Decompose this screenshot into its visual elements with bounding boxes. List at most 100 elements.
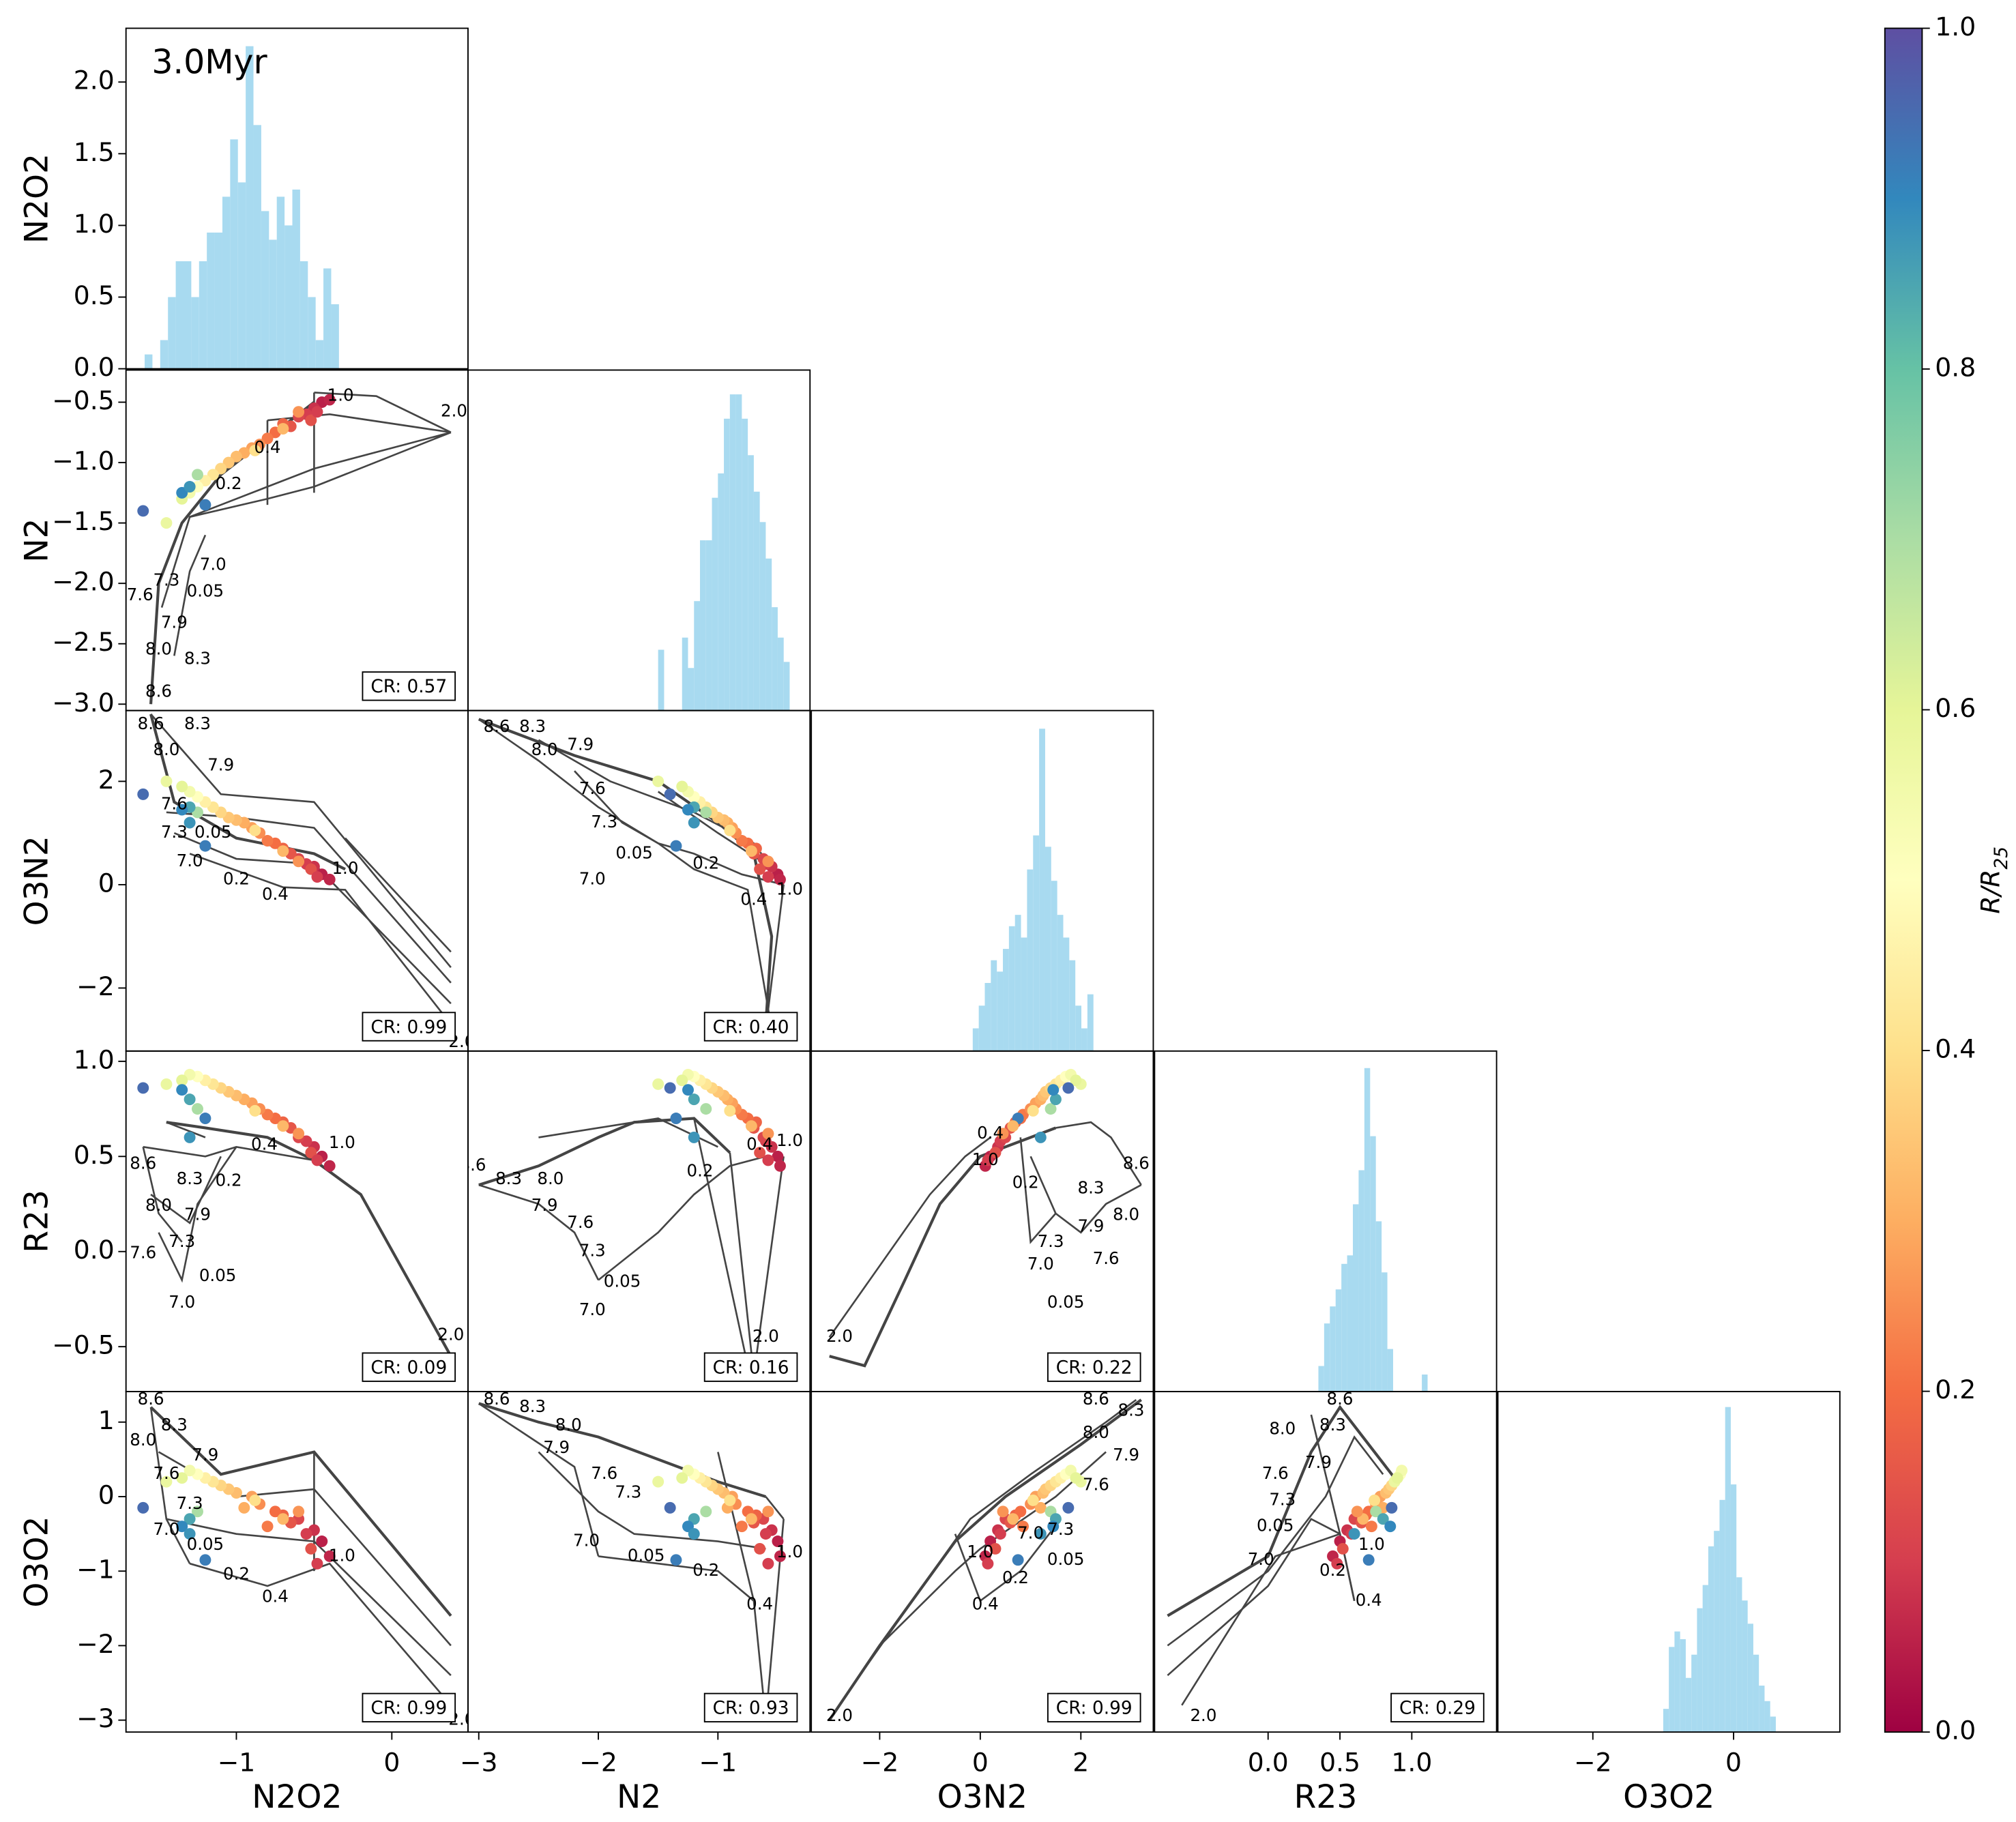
hist-bar [1027, 869, 1034, 1051]
hist-bar [1747, 1623, 1753, 1733]
model-label: 0.2 [687, 1161, 714, 1181]
cr-box [703, 1012, 798, 1042]
data-point [176, 1472, 188, 1484]
data-point [1062, 1082, 1075, 1094]
data-point [762, 1505, 774, 1518]
x-tick-label: 0.5 [1319, 1748, 1360, 1778]
hist-bar [1353, 1204, 1359, 1392]
data-point [1017, 1520, 1029, 1533]
data-point [160, 517, 173, 529]
x-axis-label: R23 [1294, 1778, 1358, 1816]
data-point [249, 1104, 261, 1117]
hist-bar [1318, 1366, 1324, 1392]
hist-bar [323, 268, 332, 369]
x-tick-label: −2 [579, 1748, 617, 1778]
histogram [1663, 1407, 1776, 1733]
model-line [158, 1146, 237, 1283]
data-point [994, 1528, 1006, 1540]
annotation: 3.0Myr [151, 43, 267, 82]
model-label: 0.05 [187, 581, 224, 601]
model-label: 8.6 [484, 716, 510, 736]
data-point [249, 1494, 261, 1506]
data-point [311, 871, 323, 883]
hist-bar [759, 522, 766, 711]
data-point [754, 1147, 766, 1159]
panel-frame [1497, 1391, 1841, 1733]
data-point [762, 1557, 774, 1570]
histogram [1318, 1068, 1428, 1392]
data-point [199, 499, 211, 511]
hist-bar [214, 232, 222, 369]
model-label: 2.0 [441, 401, 467, 421]
model-line [314, 392, 452, 434]
data-point [989, 1147, 1002, 1159]
x-tick-label: −2 [861, 1748, 899, 1778]
panel-content: 2.0 0.4 1.0 0.2 8.6 8.3 8.0 7.9 7.6 7.3 7.0 0.05 [826, 1068, 1150, 1368]
data-point [1034, 1528, 1047, 1540]
cr-label: CR: 0.09 [370, 1358, 447, 1379]
colorbar [1884, 27, 1923, 1733]
hist-bar [292, 189, 300, 369]
cr-label: CR: 0.40 [713, 1017, 789, 1038]
hist-bar [991, 960, 997, 1051]
model-label: 8.6 [1123, 1153, 1150, 1173]
data-point [670, 1113, 682, 1125]
y-axis-label: O3N2 [18, 836, 56, 926]
cr-box [703, 1692, 798, 1723]
data-point [137, 788, 149, 800]
histogram [658, 394, 790, 711]
data-point [1336, 1542, 1349, 1555]
model-label: 8.3 [184, 649, 211, 668]
model-line [598, 1555, 755, 1602]
data-point [1014, 1505, 1027, 1518]
data-point [184, 481, 196, 493]
data-point [1034, 1501, 1047, 1514]
data-point [670, 840, 682, 852]
model-label: 8.0 [145, 1195, 172, 1215]
y-axis-label: O3O2 [18, 1516, 56, 1608]
cr-label: CR: 0.16 [713, 1358, 789, 1379]
model-label: 0.4 [262, 884, 289, 904]
hist-bar [694, 601, 701, 711]
data-point [676, 1074, 688, 1087]
data-point [305, 863, 317, 875]
y-axis-label: N2 [18, 518, 56, 562]
model-label: 0.05 [604, 1271, 641, 1291]
model-label: 7.9 [567, 734, 594, 754]
data-point [1362, 1554, 1375, 1566]
y-tick-label: −0.5 [52, 1330, 115, 1360]
hist-bar [1764, 1701, 1770, 1733]
data-point [293, 406, 305, 418]
hist-bar [246, 46, 254, 369]
cr-label: CR: 0.99 [370, 1699, 447, 1719]
data-point [762, 1154, 774, 1166]
hist-bar [1051, 881, 1057, 1051]
data-point [754, 863, 766, 875]
hist-bar [1069, 960, 1076, 1051]
model-label: 7.3 [615, 1482, 641, 1502]
data-point [1370, 1505, 1382, 1518]
data-point [735, 1520, 748, 1533]
model-line [478, 1184, 600, 1281]
model-line [166, 1121, 206, 1138]
model-label: 7.6 [1093, 1248, 1120, 1268]
model-line [765, 884, 785, 1030]
data-point [676, 1472, 688, 1484]
data-point [137, 1082, 149, 1094]
model-line [160, 431, 452, 608]
hist-bar [700, 540, 706, 711]
model-label: 0.4 [972, 1593, 999, 1613]
data-point [184, 1131, 196, 1143]
model-label: 1.0 [329, 1132, 355, 1152]
model-label: 7.9 [207, 755, 234, 775]
data-point [215, 462, 227, 475]
cr-label: CR: 0.99 [370, 1017, 447, 1038]
data-point [261, 432, 274, 445]
hist-bar [1702, 1585, 1708, 1733]
hist-bar [191, 297, 199, 369]
model-label: 7.6 [153, 1463, 179, 1483]
hist-bar [276, 196, 285, 369]
hist-bar [1753, 1654, 1759, 1733]
hist-bar [331, 304, 339, 369]
